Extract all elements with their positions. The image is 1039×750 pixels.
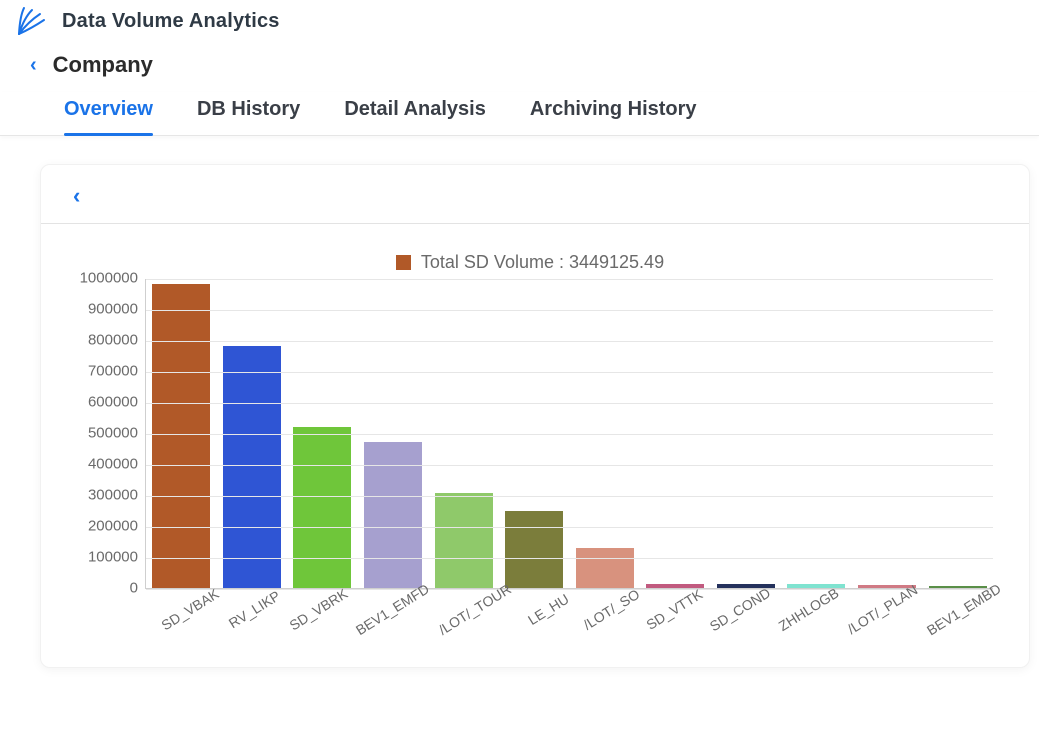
chart-title: Total SD Volume : 3449125.49 — [55, 234, 1005, 279]
legend-swatch-icon — [396, 255, 411, 270]
tab-db-history[interactable]: DB History — [197, 92, 300, 135]
chart-title-text: Total SD Volume : 3449125.49 — [421, 252, 664, 273]
chart-y-label: 0 — [68, 580, 138, 597]
tabs: Overview DB History Detail Analysis Arch… — [0, 92, 1039, 136]
chart-y-label: 200000 — [68, 518, 138, 535]
chart-bar[interactable] — [223, 346, 281, 588]
chart-plot-area: 0100000200000300000400000500000600000700… — [145, 279, 993, 589]
chart-y-label: 100000 — [68, 549, 138, 566]
chart-gridline — [146, 279, 993, 280]
chart-y-label: 600000 — [68, 394, 138, 411]
chart-y-label: 300000 — [68, 487, 138, 504]
panel-divider — [41, 223, 1029, 224]
app-logo-icon — [14, 6, 48, 36]
app-header: Data Volume Analytics — [0, 0, 1039, 46]
chart-gridline — [146, 434, 993, 435]
breadcrumb-title: Company — [53, 52, 153, 78]
chart-y-label: 700000 — [68, 363, 138, 380]
tab-archiving-history[interactable]: Archiving History — [530, 92, 697, 135]
chart-y-label: 800000 — [68, 332, 138, 349]
chart-y-label: 500000 — [68, 425, 138, 442]
chart-gridline — [146, 372, 993, 373]
chart-gridline — [146, 403, 993, 404]
chart-gridline — [146, 310, 993, 311]
chart-bar-slot — [146, 284, 217, 588]
tab-detail-analysis[interactable]: Detail Analysis — [344, 92, 486, 135]
chart-gridline — [146, 465, 993, 466]
breadcrumb: ‹ Company — [0, 46, 1039, 92]
chart-y-label: 1000000 — [68, 270, 138, 287]
chart-x-labels: SD_VBAKRV_LIKPSD_VBRKBEV1_EMFD/LOT/_TOUR… — [145, 589, 993, 621]
chart-title-prefix: Total SD Volume : — [421, 252, 569, 272]
back-chevron-icon[interactable]: ‹ — [30, 54, 37, 77]
chart-bar-slot — [217, 346, 288, 588]
chart-bar[interactable] — [293, 427, 351, 588]
chart-y-label: 900000 — [68, 301, 138, 318]
app-title: Data Volume Analytics — [62, 10, 280, 33]
tab-overview[interactable]: Overview — [64, 92, 153, 135]
chart-panel: ‹ Total SD Volume : 3449125.49 010000020… — [40, 164, 1030, 668]
chart-bar-slot — [287, 427, 358, 588]
chart-gridline — [146, 341, 993, 342]
panel-back-chevron-icon[interactable]: ‹ — [73, 183, 80, 208]
chart: Total SD Volume : 3449125.49 01000002000… — [55, 234, 1015, 667]
chart-y-label: 400000 — [68, 456, 138, 473]
chart-total-value: 3449125.49 — [569, 252, 664, 272]
chart-gridline — [146, 558, 993, 559]
chart-bar[interactable] — [152, 284, 210, 588]
chart-gridline — [146, 527, 993, 528]
chart-gridline — [146, 496, 993, 497]
